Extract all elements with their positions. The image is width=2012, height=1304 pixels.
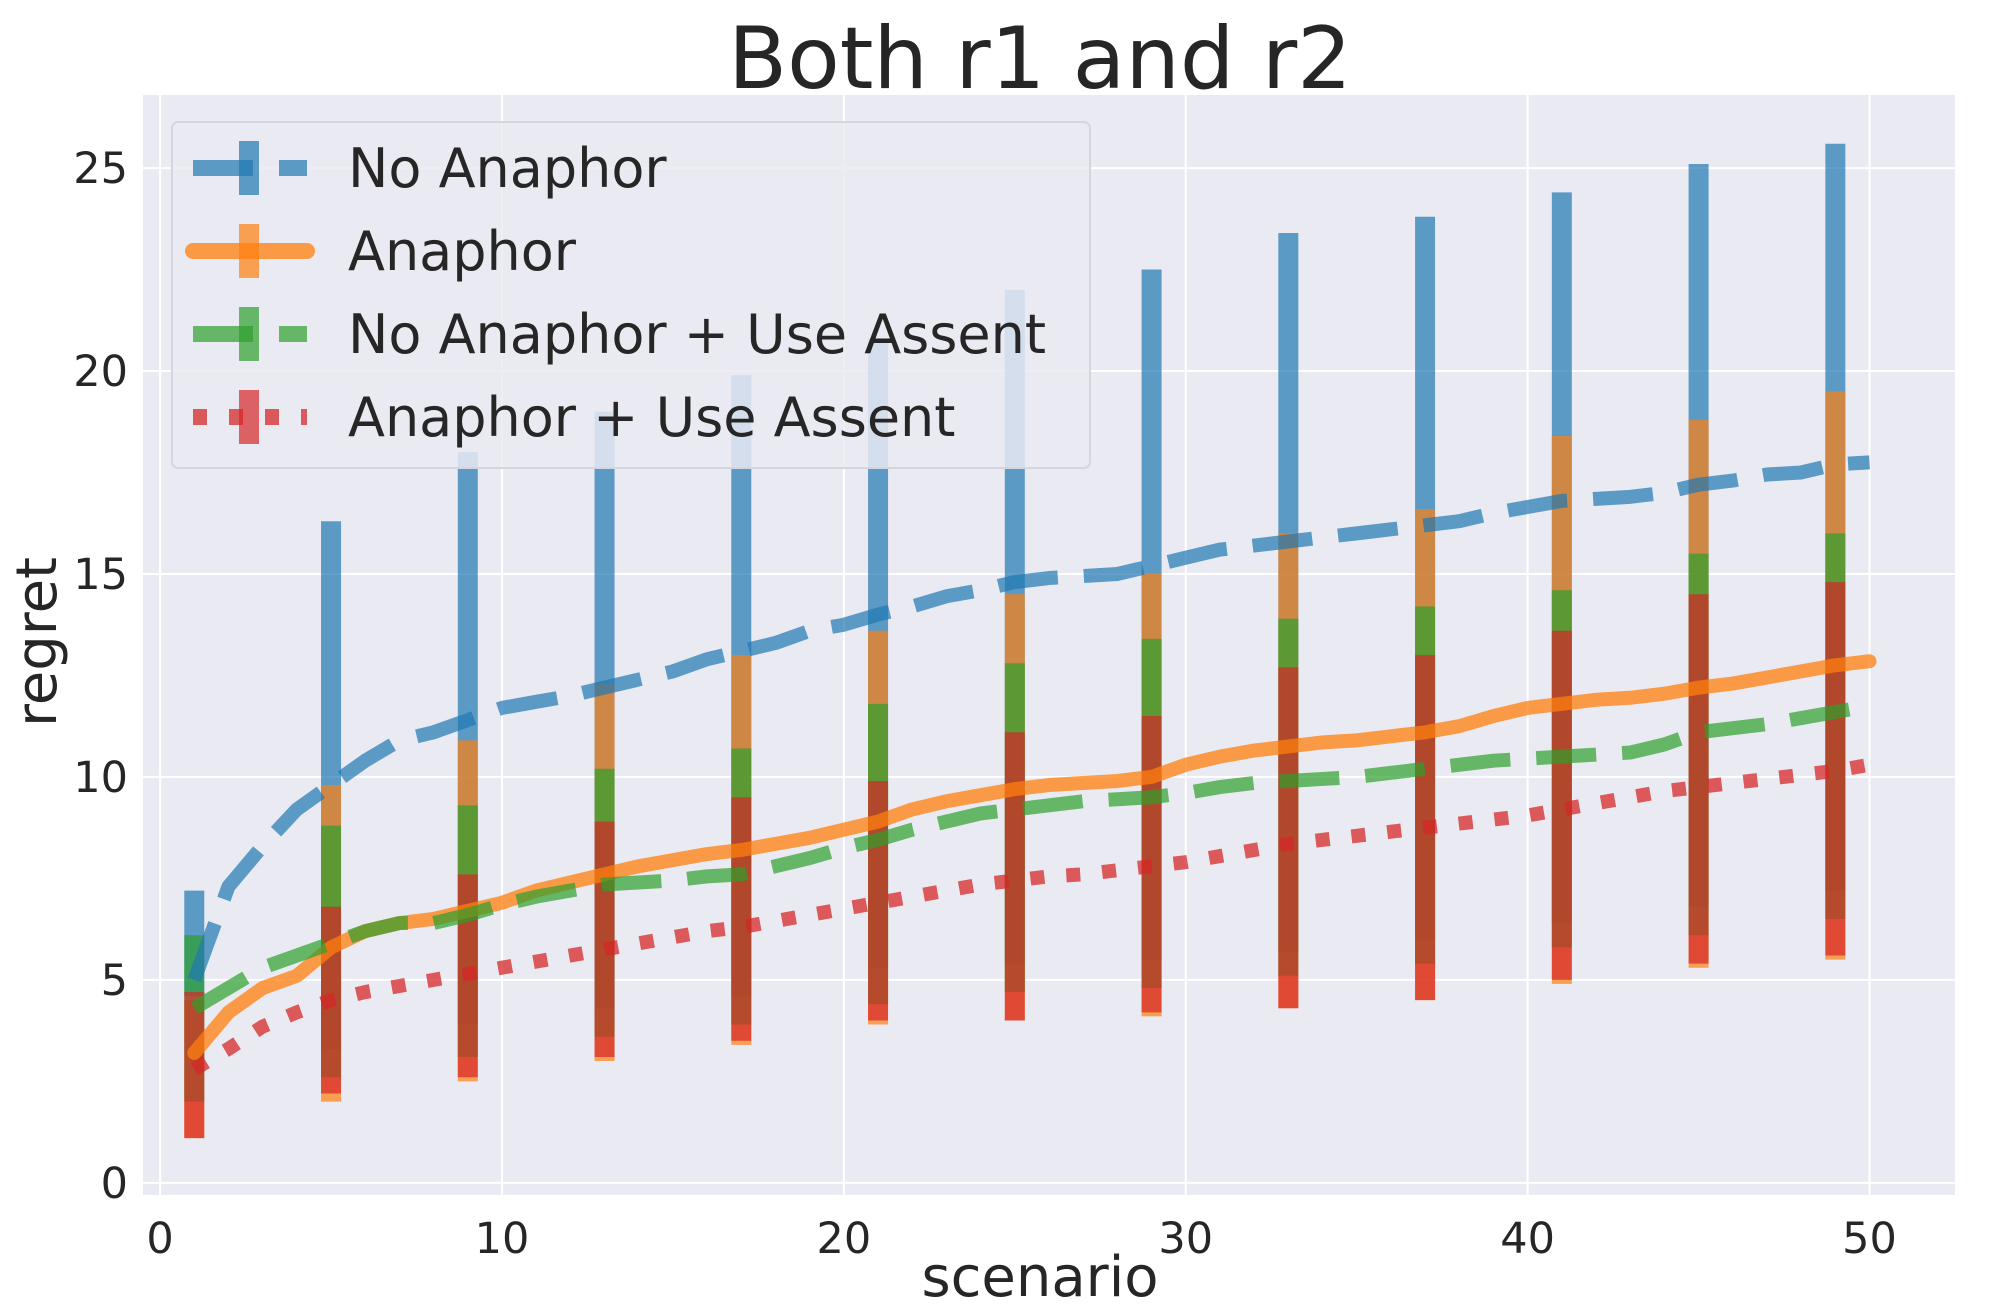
x-tick-label: 20 <box>817 1214 872 1264</box>
y-axis-label: regret <box>5 557 70 727</box>
y-axis: 0 5 10 15 20 25 <box>73 144 128 1209</box>
series-lines <box>187 455 1877 1076</box>
x-tick-label: 40 <box>1500 1214 1555 1264</box>
legend-entry-no-anaphor: No Anaphor <box>193 137 667 200</box>
x-tick-label: 50 <box>1842 1214 1897 1264</box>
legend: No Anaphor Anaphor No Anaphor + Use Assent… <box>171 121 1091 469</box>
legend-label: Anaphor + Use Assent <box>348 386 955 449</box>
y-tick-label: 5 <box>101 956 128 1006</box>
y-tick-label: 25 <box>73 144 128 194</box>
legend-entry-anaphor: Anaphor <box>185 220 577 283</box>
legend-entry-no-anaphor-use-assent: No Anaphor + Use Assent <box>193 303 1046 366</box>
legend-label: No Anaphor + Use Assent <box>348 303 1046 366</box>
series-line-anaphor-use-assent <box>190 757 1871 1076</box>
y-tick-label: 20 <box>73 347 128 397</box>
y-tick-label: 0 <box>101 1159 128 1209</box>
series-line-no-anaphor-use-assent <box>190 698 1871 1015</box>
x-tick-label: 30 <box>1158 1214 1213 1264</box>
y-tick-label: 15 <box>73 550 128 600</box>
legend-entry-anaphor-use-assent: Anaphor + Use Assent <box>193 386 955 449</box>
x-tick-label: 0 <box>146 1214 173 1264</box>
x-tick-label: 10 <box>475 1214 530 1264</box>
legend-box <box>171 121 1091 469</box>
legend-label: No Anaphor <box>348 137 667 200</box>
x-axis-label: scenario <box>921 1245 1158 1304</box>
error-bars <box>184 143 1846 1139</box>
legend-label: Anaphor <box>348 220 577 283</box>
chart-title: Both r1 and r2 <box>728 9 1352 109</box>
series-line-no-anaphor <box>187 455 1870 983</box>
y-tick-label: 10 <box>73 753 128 803</box>
x-axis: 0 10 20 30 40 50 <box>146 1214 1896 1264</box>
